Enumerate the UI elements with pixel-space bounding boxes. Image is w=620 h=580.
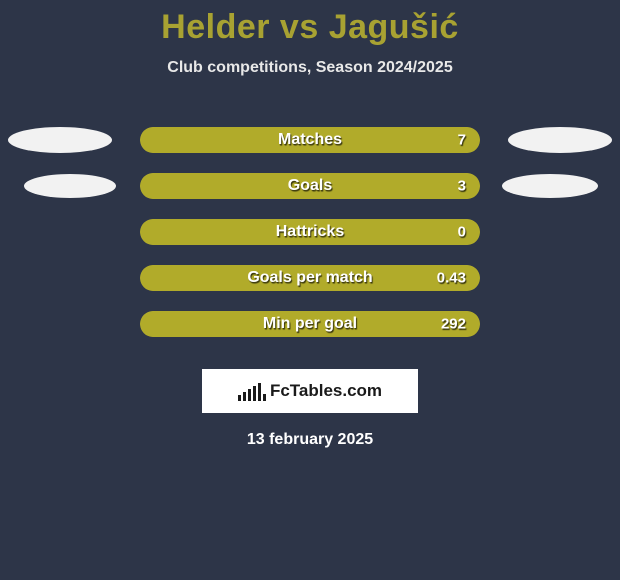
bar-hattricks: Hattricks 0 [140,219,480,245]
metric-row-matches: Matches 7 [0,117,620,163]
logo-text: FcTables.com [270,381,382,401]
subtitle: Club competitions, Season 2024/2025 [0,59,620,77]
metric-row-hattricks: Hattricks 0 [0,209,620,255]
player-left-ellipse [8,127,112,153]
bar-fill [140,127,480,153]
logo-bars-icon [238,381,266,401]
bar-fill [140,265,480,291]
player-right-ellipse [508,127,612,153]
bar-gpm: Goals per match 0.43 [140,265,480,291]
player-left-ellipse [24,174,116,198]
player-right-ellipse [502,174,598,198]
metric-row-gpm: Goals per match 0.43 [0,255,620,301]
bar-fill [140,219,480,245]
date-label: 13 february 2025 [0,431,620,449]
bar-goals: Goals 3 [140,173,480,199]
metric-row-mpg: Min per goal 292 [0,301,620,347]
bar-fill [140,311,480,337]
bar-fill [140,173,480,199]
bar-mpg: Min per goal 292 [140,311,480,337]
comparison-infographic: Helder vs Jagušić Club competitions, Sea… [0,0,620,449]
bar-matches: Matches 7 [140,127,480,153]
fctables-logo: FcTables.com [202,369,418,413]
page-title: Helder vs Jagušić [0,8,620,47]
metric-row-goals: Goals 3 [0,163,620,209]
